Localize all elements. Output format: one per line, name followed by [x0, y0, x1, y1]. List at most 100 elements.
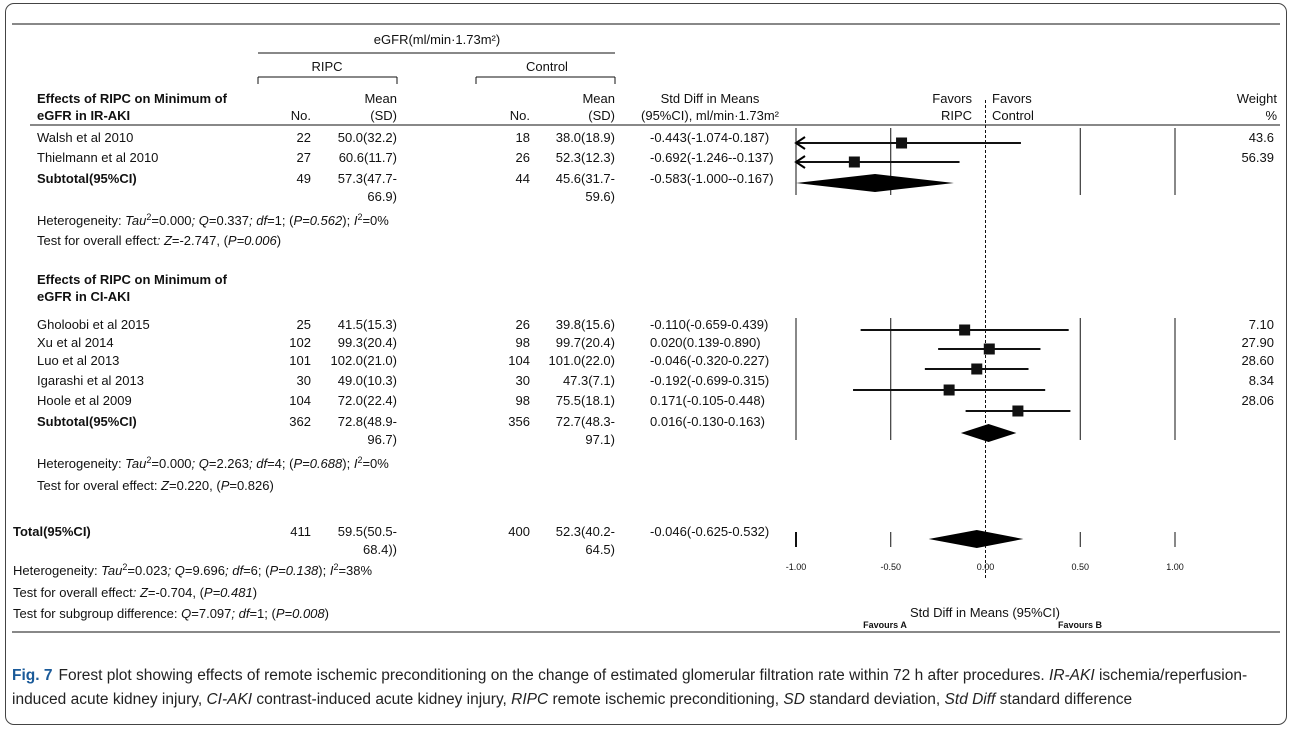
effect-square — [1012, 405, 1024, 417]
smd-ci: -0.046(-0.625-0.532) — [650, 524, 769, 539]
figure-caption: Fig. 7 Forest plot showing effects of rem… — [12, 664, 1278, 712]
smd-ci: -0.692(-1.246--0.137) — [650, 150, 774, 165]
mean-ripc: 102.0(21.0) — [331, 353, 398, 368]
weight-value: 8.34 — [1249, 373, 1274, 388]
ci-arrow — [794, 155, 806, 169]
header-no-ripc: No. — [291, 108, 311, 123]
weight-value: 27.90 — [1241, 335, 1274, 350]
n-control: 26 — [516, 317, 530, 332]
mean-control: 52.3(40.2- — [556, 524, 615, 539]
mean-ripc-cont: 96.7) — [367, 432, 397, 447]
header-favors-right: Favors — [992, 91, 1032, 106]
x-axis-label: Std Diff in Means (95%CI) — [910, 605, 1060, 620]
mean-ripc: 50.0(32.2) — [338, 130, 397, 145]
x-tick-label: 0.50 — [1071, 562, 1089, 572]
study-label: Igarashi et al 2013 — [37, 373, 144, 388]
ci-arrow — [794, 136, 806, 150]
mean-control: 45.6(31.7- — [556, 171, 615, 186]
n-control: 26 — [516, 150, 530, 165]
x-tick-label: 0.00 — [977, 562, 995, 572]
stat-note: Test for subgroup difference: Q=7.097; d… — [13, 606, 329, 621]
smd-ci: -0.583(-1.000--0.167) — [650, 171, 774, 186]
effect-square — [848, 156, 860, 168]
n-ripc: 101 — [289, 353, 311, 368]
mean-ripc: 72.0(22.4) — [338, 393, 397, 408]
mean-control-cont: 64.5) — [585, 542, 615, 557]
header-smd-line2: (95%CI), ml/min·1.73m² — [641, 108, 780, 123]
mean-control: 47.3(7.1) — [563, 373, 615, 388]
mean-control: 52.3(12.3) — [556, 150, 615, 165]
n-ripc: 49 — [297, 171, 311, 186]
study-label: Luo et al 2013 — [37, 353, 119, 368]
figure-label: Fig. 7 — [12, 667, 53, 684]
weight-value: 56.39 — [1241, 150, 1274, 165]
effect-square — [943, 384, 955, 396]
n-ripc: 30 — [297, 373, 311, 388]
stat-note: Test for overall effect: Z=-2.747, (P=0.… — [37, 233, 281, 248]
header-weight-unit: % — [1265, 108, 1277, 123]
study-label: Hoole et al 2009 — [37, 393, 132, 408]
n-control: 18 — [516, 130, 530, 145]
header-egfr-group: eGFR(ml/min·1.73m²) — [374, 32, 500, 47]
summary-diamond — [796, 174, 954, 192]
weight-value: 43.6 — [1249, 130, 1274, 145]
mean-control: 38.0(18.9) — [556, 130, 615, 145]
header-favors-right-arm: Control — [992, 108, 1034, 123]
header-arm-ripc: RIPC — [311, 59, 342, 74]
summary-diamond — [960, 424, 1017, 442]
mean-ripc-cont: 66.9) — [367, 189, 397, 204]
mean-ripc: 99.3(20.4) — [338, 335, 397, 350]
mean-control: 75.5(18.1) — [556, 393, 615, 408]
effect-square — [959, 324, 971, 336]
header-favors-left: Favors — [932, 91, 972, 106]
weight-value: 28.06 — [1241, 393, 1274, 408]
smd-ci: -0.443(-1.074-0.187) — [650, 130, 769, 145]
mean-ripc: 41.5(15.3) — [338, 317, 397, 332]
subtotal-label: Subtotal(95%CI) — [37, 414, 137, 429]
header-weight: Weight — [1237, 91, 1278, 106]
header-mean-control: Mean — [582, 91, 615, 106]
mean-ripc: 59.5(50.5- — [338, 524, 397, 539]
mean-ripc: 60.6(11.7) — [339, 150, 397, 165]
subtotal-label: Subtotal(95%CI) — [37, 171, 137, 186]
favors-a-label: Favours A — [863, 620, 907, 630]
section-header: Effects of RIPC on Minimum of — [37, 272, 228, 287]
smd-ci: 0.020(0.139-0.890) — [650, 335, 761, 350]
mean-control: 39.8(15.6) — [556, 317, 615, 332]
study-label: Thielmann et al 2010 — [37, 150, 158, 165]
header-study-line1: Effects of RIPC on Minimum of — [37, 91, 228, 106]
favors-b-label: Favours B — [1058, 620, 1103, 630]
n-control: 104 — [508, 353, 530, 368]
mean-ripc: 57.3(47.7- — [338, 171, 397, 186]
n-control: 98 — [516, 335, 530, 350]
weight-value: 7.10 — [1249, 317, 1274, 332]
mean-ripc: 49.0(10.3) — [338, 373, 397, 388]
mean-control-cont: 97.1) — [585, 432, 615, 447]
x-tick-label: -0.50 — [880, 562, 901, 572]
mean-ripc: 72.8(48.9- — [338, 414, 397, 429]
mean-ripc-cont: 68.4)) — [363, 542, 397, 557]
section-header-line2: eGFR in CI-AKI — [37, 289, 130, 304]
n-ripc: 411 — [290, 524, 311, 539]
stat-note: Heterogeneity: Tau2=0.000; Q=2.263; df=4… — [37, 455, 389, 471]
effect-square — [983, 343, 995, 355]
smd-ci: -0.046(-0.320-0.227) — [650, 353, 769, 368]
header-sd-control: (SD) — [588, 108, 615, 123]
weight-value: 28.60 — [1241, 353, 1274, 368]
smd-ci: -0.110(-0.659-0.439) — [650, 317, 768, 332]
study-label: Xu et al 2014 — [37, 335, 114, 350]
x-tick-label: -1.00 — [786, 562, 807, 572]
effect-square — [896, 137, 908, 149]
header-study-line2: eGFR in IR-AKI — [37, 108, 130, 123]
n-control: 356 — [508, 414, 530, 429]
n-control: 44 — [516, 171, 530, 186]
effect-square — [971, 363, 983, 375]
mean-control-cont: 59.6) — [585, 189, 615, 204]
n-control: 30 — [516, 373, 530, 388]
n-ripc: 27 — [297, 150, 311, 165]
n-ripc: 104 — [289, 393, 311, 408]
study-label: Gholoobi et al 2015 — [37, 317, 150, 332]
subtotal-label: Total(95%CI) — [13, 524, 91, 539]
smd-ci: -0.192(-0.699-0.315) — [650, 373, 769, 388]
